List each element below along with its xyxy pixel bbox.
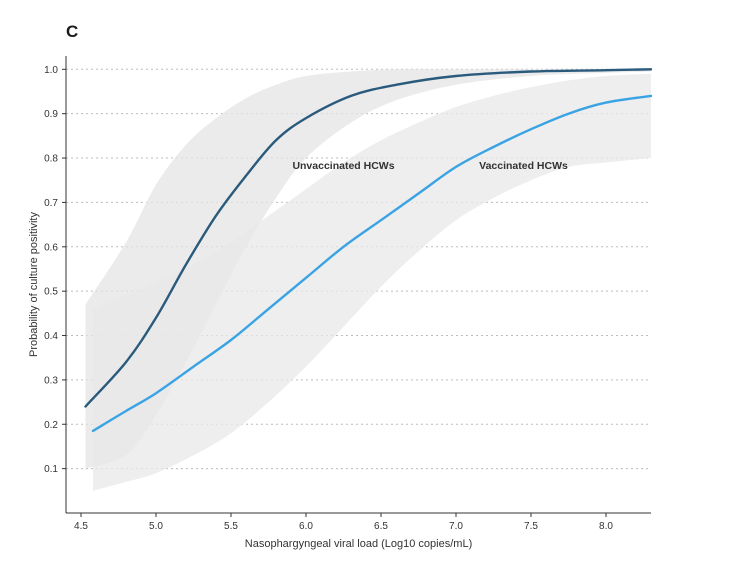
series-label-unvaccinated: Unvaccinated HCWs <box>292 160 394 172</box>
confidence-band-vaccinated <box>93 73 651 491</box>
x-tick-label: 7.0 <box>449 521 463 532</box>
y-tick-label: 0.5 <box>44 287 58 298</box>
y-tick-label: 0.3 <box>44 375 58 386</box>
y-tick-label: 0.4 <box>44 331 58 342</box>
panel-label: C <box>66 22 79 41</box>
series-line-vaccinated <box>91 94 653 433</box>
confidence-band-unvaccinated <box>85 69 651 469</box>
series-label-vaccinated: Vaccinated HCWs <box>479 160 568 172</box>
y-tick-label: 0.6 <box>44 242 58 253</box>
y-tick-label: 1.0 <box>44 65 58 76</box>
y-tick-label: 0.8 <box>44 154 58 165</box>
x-tick-label: 5.5 <box>224 521 238 532</box>
x-tick-label: 4.5 <box>74 521 88 532</box>
x-axis-title: Nasophargyngeal viral load (Log10 copies… <box>245 538 472 550</box>
confidence-bands <box>85 69 651 491</box>
x-tick-label: 6.5 <box>374 521 388 532</box>
series-lines <box>84 68 653 433</box>
axes <box>65 56 651 514</box>
y-tick-label: 0.2 <box>44 420 58 431</box>
x-tick-label: 5.0 <box>149 521 163 532</box>
series-labels: Unvaccinated HCWs Vaccinated HCWs <box>292 160 568 172</box>
y-tick-label: 0.7 <box>44 198 58 209</box>
series-line-unvaccinated <box>84 68 653 408</box>
y-tick-label: 0.9 <box>44 109 58 120</box>
y-tick-label: 0.1 <box>44 464 58 475</box>
tick-labels: 4.5 5.0 5.5 6.0 6.5 7.0 7.5 8.0 0.1 0.2 0.3 0.4 0.5 0… <box>44 65 613 532</box>
x-tick-label: 8.0 <box>599 521 613 532</box>
x-tick-label: 7.5 <box>524 521 538 532</box>
x-tick-label: 6.0 <box>299 521 313 532</box>
y-axis-title: Probability of culture positivity <box>28 212 40 357</box>
